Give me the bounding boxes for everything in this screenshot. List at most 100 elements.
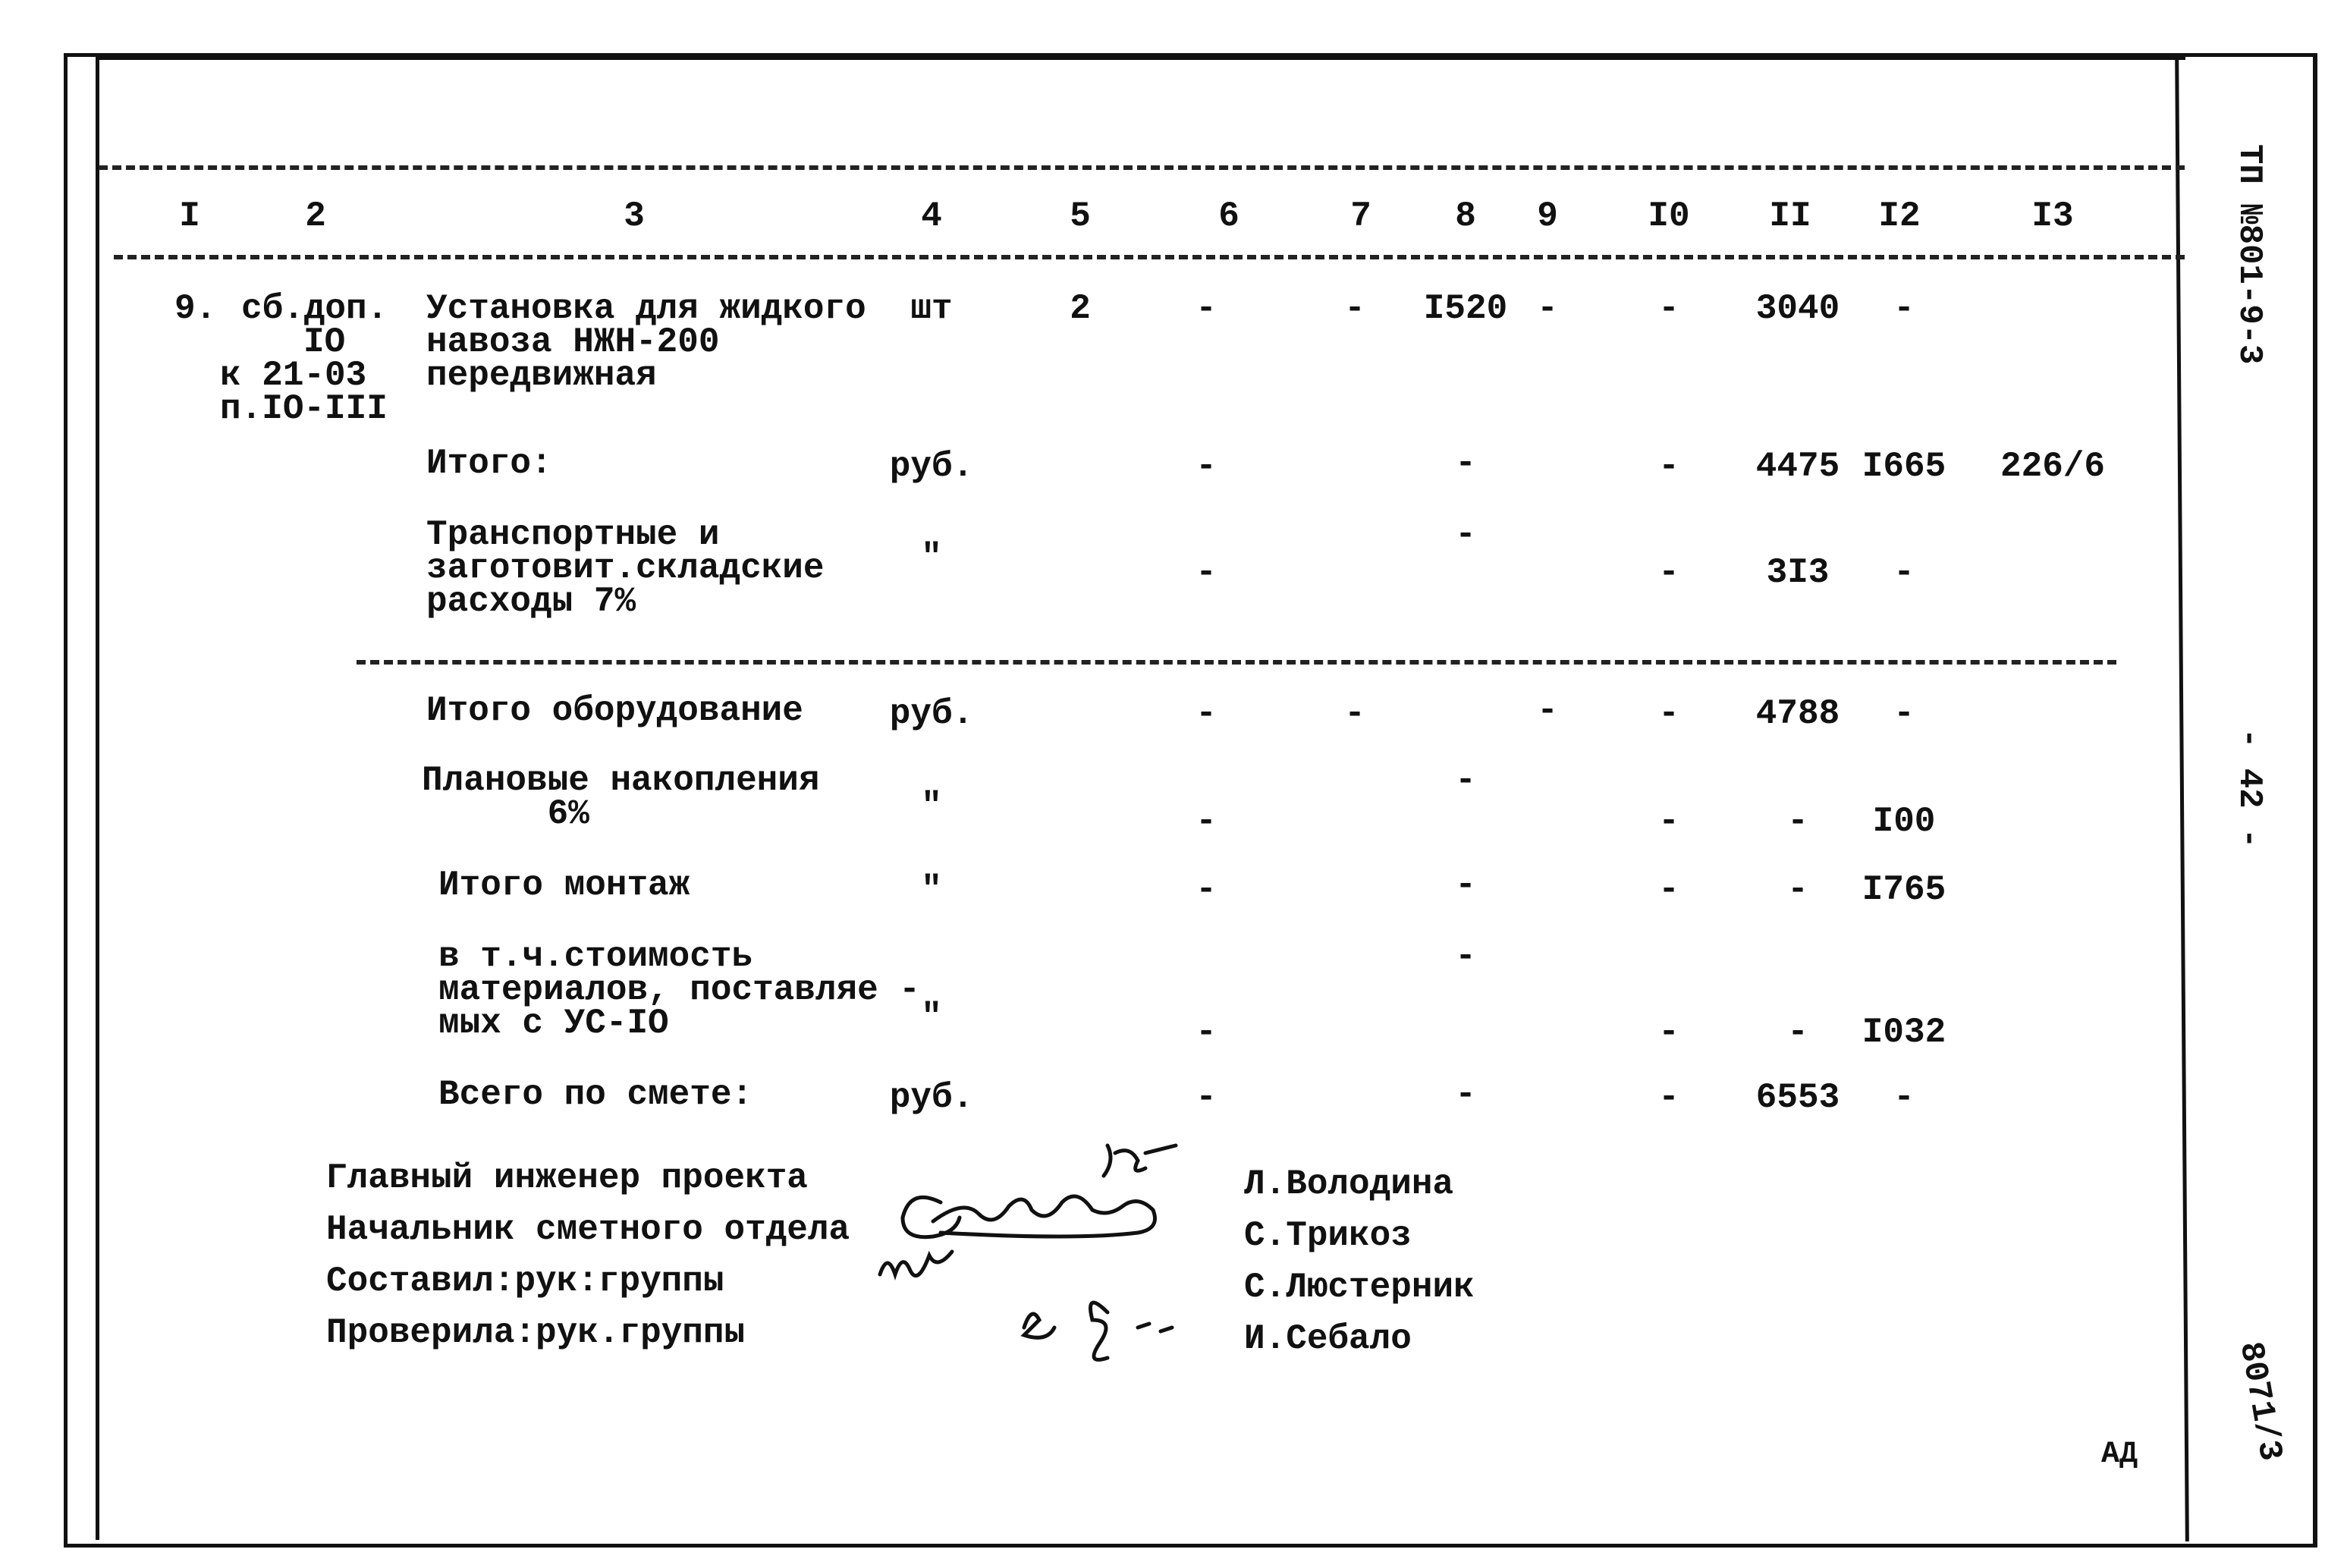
outer-frame — [64, 53, 2317, 1548]
item-description: Итого: — [426, 444, 552, 483]
item-description: Итого монтаж — [438, 866, 690, 905]
item-description: материалов, поставляе - — [438, 970, 920, 1010]
stamp-label: АД — [2101, 1438, 2138, 1472]
cell-col-12: - — [1893, 1078, 1915, 1117]
cell-col-6: - — [1195, 1078, 1217, 1117]
item-description: заготовит.складские — [426, 548, 825, 588]
cell-col-8: - — [1455, 761, 1476, 800]
page-number: - 42 - — [2230, 728, 2268, 849]
column-header-1: I — [179, 196, 200, 236]
cell-col-4: " — [921, 870, 942, 910]
column-header-11: II — [1769, 196, 1811, 236]
project-code: ТП №801-9-3 — [2230, 144, 2268, 365]
column-header-10: I0 — [1648, 196, 1690, 236]
item-description: в т.ч.стоимость — [438, 937, 753, 976]
cell-col-11: - — [1787, 802, 1808, 841]
cell-col-10: - — [1658, 447, 1679, 486]
column-header-6: 6 — [1218, 196, 1239, 236]
header-top-rule — [99, 165, 2185, 170]
cell-col-8: - — [1455, 866, 1476, 905]
item-description: Плановые накопления — [422, 761, 820, 800]
item-description: мых с УС-IO — [438, 1004, 669, 1043]
cell-col-9: - — [1537, 289, 1558, 328]
column-header-12: I2 — [1878, 196, 1921, 236]
subtotal-rule — [357, 660, 2116, 665]
item-description: 6% — [422, 794, 589, 834]
cell-col-12: I00 — [1872, 802, 1936, 841]
item-description: навоза НЖН-200 — [426, 322, 720, 362]
column-header-8: 8 — [1455, 196, 1476, 236]
column-header-3: 3 — [624, 196, 645, 236]
header-bottom-rule — [114, 255, 2185, 259]
cell-col-11: 3I3 — [1766, 553, 1830, 592]
cell-col-10: - — [1658, 1078, 1679, 1117]
cell-col-4: " — [921, 787, 942, 826]
item-reference: сб.доп. — [241, 289, 388, 328]
item-description: расходы 7% — [426, 582, 636, 621]
cell-col-4: шт — [910, 289, 953, 328]
cell-col-12: - — [1893, 694, 1915, 734]
cell-col-6: - — [1195, 447, 1217, 486]
cell-col-10: - — [1658, 694, 1679, 734]
cell-col-8: - — [1455, 515, 1476, 555]
column-header-13: I3 — [2031, 196, 2074, 236]
cell-col-10: - — [1658, 802, 1679, 841]
item-reference: к 21-03 — [220, 356, 367, 395]
cell-col-4: руб. — [889, 447, 974, 486]
item-description: передвижная — [426, 356, 657, 395]
column-header-5: 5 — [1070, 196, 1091, 236]
cell-col-7: - — [1344, 289, 1365, 328]
signature-role: Начальник сметного отдела — [326, 1210, 850, 1249]
cell-col-10: - — [1658, 1013, 1679, 1052]
cell-col-10: - — [1658, 553, 1679, 592]
cell-col-4: " — [921, 998, 942, 1037]
column-header-4: 4 — [921, 196, 942, 236]
cell-col-9: - — [1537, 691, 1558, 731]
cell-col-11: 3040 — [1755, 289, 1840, 328]
cell-col-7: - — [1344, 694, 1365, 734]
item-description: Транспортные и — [426, 515, 720, 555]
cell-col-8: - — [1455, 937, 1476, 976]
cell-col-4: руб. — [889, 1078, 974, 1117]
cell-col-11: 6553 — [1755, 1078, 1840, 1117]
cell-col-13: 226/6 — [2000, 447, 2106, 486]
cell-col-4: " — [921, 538, 942, 577]
cell-col-10: - — [1658, 289, 1679, 328]
cell-col-11: 4475 — [1755, 447, 1840, 486]
handwritten-signatures — [878, 1143, 1178, 1362]
column-header-7: 7 — [1350, 196, 1371, 236]
cell-col-12: I032 — [1862, 1013, 1946, 1052]
signature-role: Главный инженер проекта — [326, 1158, 808, 1198]
column-header-2: 2 — [305, 196, 326, 236]
cell-col-8: - — [1455, 444, 1476, 483]
cell-col-10: - — [1658, 870, 1679, 910]
cell-col-11: - — [1787, 1013, 1808, 1052]
cell-col-6: - — [1195, 289, 1217, 328]
cell-col-11: - — [1787, 870, 1808, 910]
item-description: Установка для жидкого — [426, 289, 866, 328]
cell-col-8: I520 — [1423, 289, 1508, 328]
cell-col-4: руб. — [889, 694, 974, 734]
signature-role: Проверила:рук.группы — [326, 1313, 746, 1353]
item-reference: п.IO-III — [220, 389, 388, 429]
cell-col-6: - — [1195, 694, 1217, 734]
item-reference: IO — [303, 322, 346, 362]
item-description: Всего по смете: — [438, 1075, 753, 1114]
signature-role: Составил:рук:группы — [326, 1262, 724, 1301]
column-header-9: 9 — [1537, 196, 1558, 236]
item-description: Итого оборудование — [426, 691, 803, 731]
cell-col-11: 4788 — [1755, 694, 1840, 734]
cell-col-12: - — [1893, 553, 1915, 592]
cell-col-6: - — [1195, 802, 1217, 841]
signature-name: И.Себало — [1244, 1319, 1412, 1359]
item-number: 9. — [174, 289, 217, 328]
inner-frame — [96, 56, 2185, 60]
signature-name: С.Люстерник — [1244, 1268, 1475, 1307]
cell-col-6: - — [1195, 1013, 1217, 1052]
cell-col-5: 2 — [1070, 289, 1091, 328]
cell-col-12: I765 — [1862, 870, 1946, 910]
cell-col-8: - — [1455, 1075, 1476, 1114]
cell-col-6: - — [1195, 553, 1217, 592]
signature-name: Л.Володина — [1244, 1164, 1454, 1204]
signature-name: С.Трикоз — [1244, 1216, 1412, 1255]
